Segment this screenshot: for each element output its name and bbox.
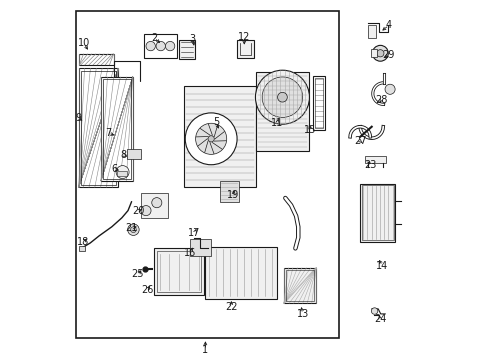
Text: 27: 27 <box>354 136 367 146</box>
Bar <box>286 270 315 301</box>
Bar <box>371 49 377 57</box>
Text: 16: 16 <box>184 248 196 258</box>
Circle shape <box>255 70 310 124</box>
Circle shape <box>127 224 139 235</box>
Circle shape <box>146 41 155 51</box>
Bar <box>117 171 127 176</box>
Circle shape <box>130 227 136 233</box>
Text: 26: 26 <box>141 285 153 295</box>
Bar <box>365 156 386 163</box>
Text: 23: 23 <box>364 160 376 170</box>
Text: 21: 21 <box>125 222 138 233</box>
Bar <box>256 72 309 151</box>
Bar <box>141 193 168 218</box>
Bar <box>368 25 376 38</box>
Text: 2: 2 <box>151 33 157 43</box>
Text: 15: 15 <box>304 125 317 135</box>
Text: 18: 18 <box>77 237 89 247</box>
Text: 9: 9 <box>75 113 82 123</box>
Text: 5: 5 <box>213 117 220 127</box>
Bar <box>360 184 395 242</box>
Text: 11: 11 <box>271 118 284 128</box>
Circle shape <box>277 92 287 102</box>
Text: 19: 19 <box>227 190 240 200</box>
Circle shape <box>152 198 162 208</box>
Bar <box>184 86 256 187</box>
Bar <box>157 251 201 292</box>
Bar <box>103 79 131 179</box>
Bar <box>154 248 204 295</box>
Bar <box>144 34 177 58</box>
Text: 7: 7 <box>105 128 111 138</box>
Text: 22: 22 <box>225 302 238 312</box>
Bar <box>81 71 116 185</box>
Circle shape <box>371 308 378 314</box>
Bar <box>179 40 195 59</box>
Circle shape <box>377 50 384 57</box>
Text: 20: 20 <box>133 206 145 216</box>
Text: 4: 4 <box>386 20 392 30</box>
Bar <box>284 268 316 303</box>
Circle shape <box>196 123 227 154</box>
Text: 1: 1 <box>202 345 208 355</box>
Circle shape <box>141 206 151 216</box>
Bar <box>79 68 118 187</box>
Bar <box>190 239 211 256</box>
Text: 14: 14 <box>376 261 389 271</box>
Text: 24: 24 <box>374 314 386 324</box>
Circle shape <box>156 41 166 51</box>
Bar <box>205 247 277 299</box>
Bar <box>101 77 133 181</box>
Circle shape <box>116 166 129 179</box>
Bar <box>79 54 114 65</box>
Circle shape <box>185 113 237 165</box>
Text: 25: 25 <box>131 269 144 279</box>
Bar <box>76 11 339 338</box>
Text: 12: 12 <box>238 32 250 42</box>
Circle shape <box>372 45 388 61</box>
Circle shape <box>166 41 175 51</box>
Text: 10: 10 <box>77 38 90 48</box>
Bar <box>127 149 141 159</box>
Text: 8: 8 <box>120 150 126 160</box>
Text: 6: 6 <box>112 164 118 174</box>
Bar <box>79 246 85 251</box>
Text: 28: 28 <box>375 95 387 105</box>
Bar <box>237 40 254 58</box>
Bar <box>315 78 323 128</box>
Circle shape <box>385 84 395 94</box>
Text: 29: 29 <box>382 50 394 60</box>
Bar <box>362 185 393 240</box>
Circle shape <box>262 77 303 117</box>
Circle shape <box>208 136 214 142</box>
Bar <box>314 76 325 130</box>
Text: 3: 3 <box>190 34 196 44</box>
Text: 13: 13 <box>296 309 309 319</box>
Bar <box>220 181 239 202</box>
Text: 17: 17 <box>189 228 201 238</box>
